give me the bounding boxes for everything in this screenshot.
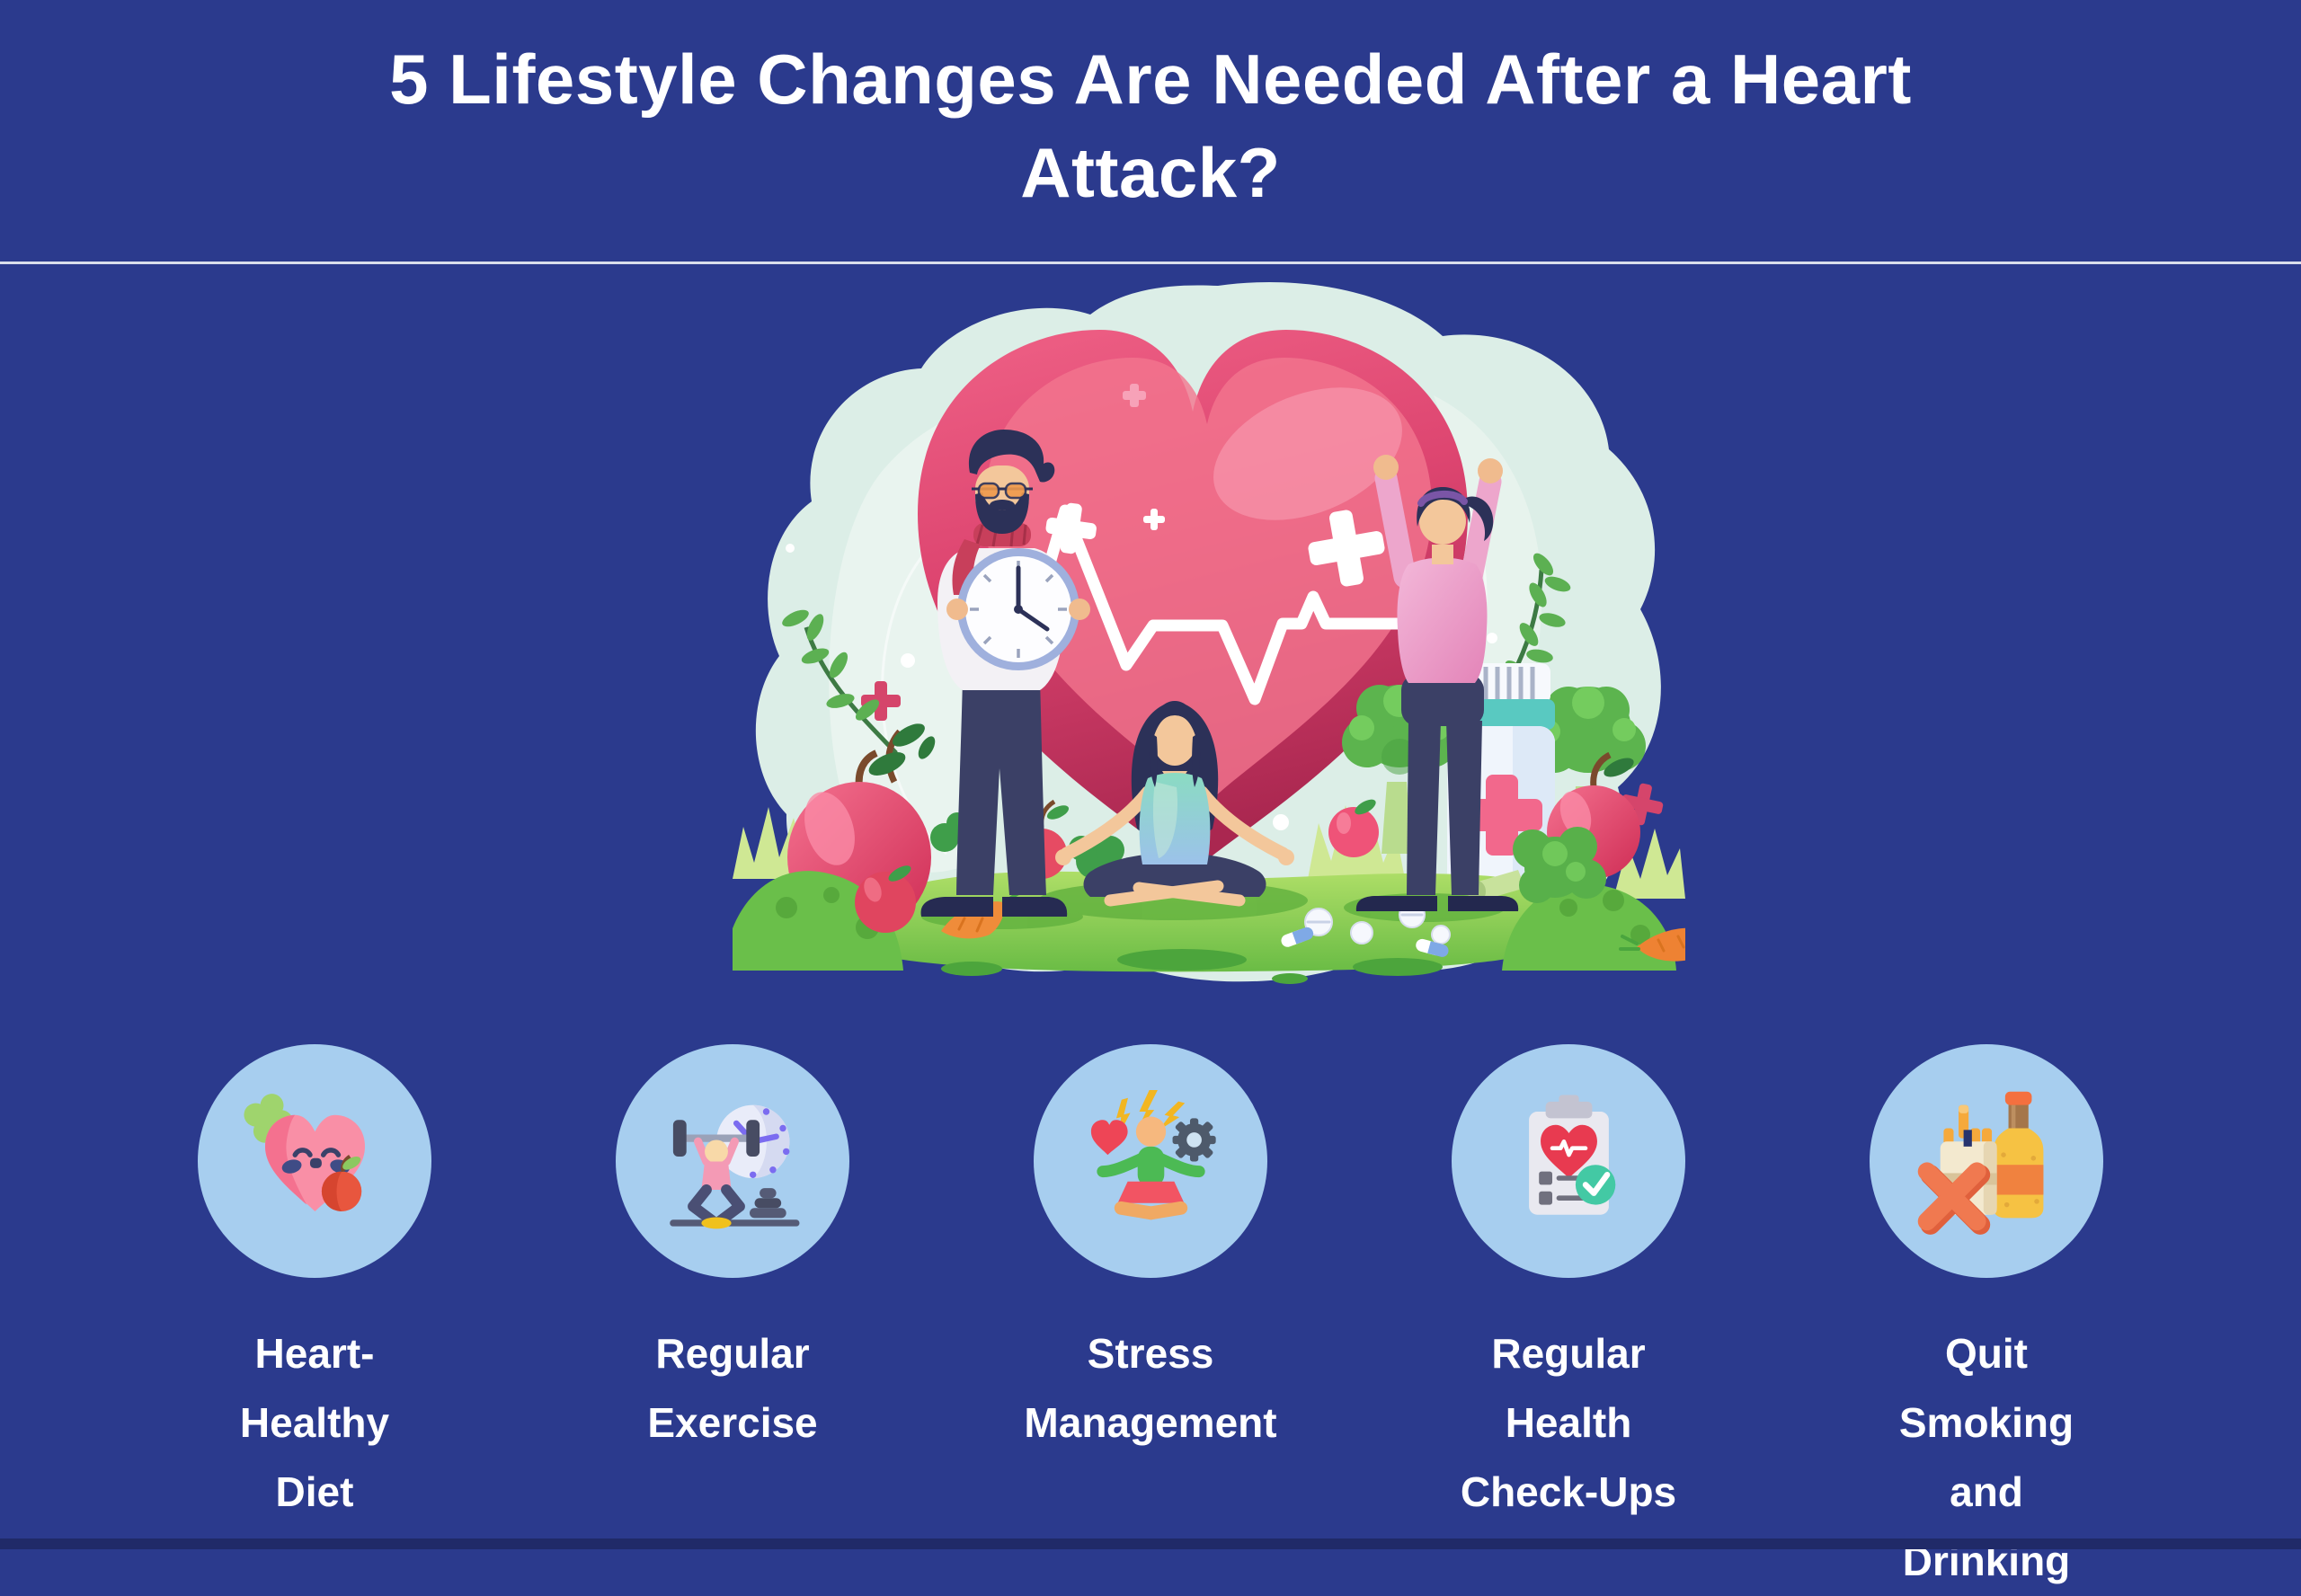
heart-health-scene xyxy=(733,282,1685,984)
heartbeat-line xyxy=(958,504,1472,705)
lifestyle-items: Heart-Healthy Diet xyxy=(0,1044,2301,1596)
meditating-woman xyxy=(1055,701,1294,907)
title-divider xyxy=(0,262,2301,264)
hero-illustration xyxy=(733,279,1685,989)
gear xyxy=(1172,1117,1216,1161)
medical-cross xyxy=(1461,775,1542,856)
item-regular-exercise: Regular Exercise xyxy=(616,1044,849,1596)
wall-clock-icon xyxy=(957,548,1079,670)
prohibition-x xyxy=(1917,1161,1990,1235)
broccoli-lying xyxy=(1468,827,1606,903)
stress-management-circle xyxy=(1034,1044,1267,1278)
regular-health-check-ups-circle xyxy=(1452,1044,1685,1278)
regular-exercise-circle xyxy=(616,1044,849,1278)
apple-small-right xyxy=(1328,799,1379,857)
item-label-regular-health-check-ups: Regular Health Check-Ups xyxy=(1460,1330,1677,1515)
beer-bottle xyxy=(1993,1091,2043,1218)
item-regular-health-check-ups: Regular Health Check-Ups xyxy=(1452,1044,1685,1596)
footer-strip xyxy=(0,1538,2301,1549)
heart-healthy-diet-circle xyxy=(198,1044,431,1278)
celebrating-woman xyxy=(1355,455,1519,911)
item-quit-smoking-and-drinking: Quit Smoking and Drinking xyxy=(1870,1044,2103,1596)
big-heart xyxy=(918,330,1472,872)
red-cross-decorations xyxy=(861,681,1664,826)
item-label-regular-exercise: Regular Exercise xyxy=(647,1330,818,1446)
apple-small-left xyxy=(855,865,916,933)
meditating-person-heart-gear-icon xyxy=(1090,1089,1216,1219)
item-label-heart-healthy-diet: Heart-Healthy Diet xyxy=(239,1330,390,1515)
item-stress-management: Stress Management xyxy=(1024,1044,1277,1596)
medical-clipboard-check-icon xyxy=(1528,1095,1615,1215)
heart-with-face-and-apple-icon xyxy=(243,1093,365,1211)
ground-puddles xyxy=(941,949,1443,984)
crossed-cigarettes-bottle-icon xyxy=(1917,1091,2043,1235)
quit-smoking-and-drinking-circle xyxy=(1870,1044,2103,1278)
weightlifter-with-clock-icon xyxy=(669,1104,799,1228)
item-heart-healthy-diet: Heart-Healthy Diet xyxy=(198,1044,431,1596)
item-label-stress-management: Stress Management xyxy=(1024,1330,1277,1446)
glasses xyxy=(972,482,1033,500)
man-with-clock xyxy=(920,430,1090,917)
carrot-right xyxy=(1619,927,1685,962)
item-label-quit-smoking-and-drinking: Quit Smoking and Drinking xyxy=(1898,1330,2074,1584)
page-title: 5 Lifestyle Changes Are Needed After a H… xyxy=(389,40,1912,212)
